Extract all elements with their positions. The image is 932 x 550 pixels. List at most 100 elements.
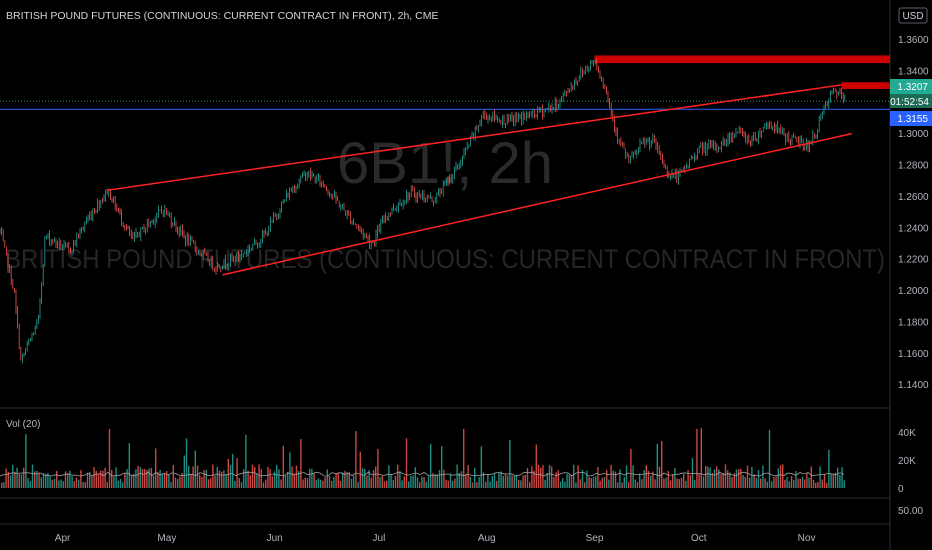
volume-bar (14, 471, 16, 488)
volume-bar (251, 464, 254, 488)
volume-bar (625, 465, 628, 488)
volume-bar (64, 471, 67, 488)
volume-bar (650, 475, 652, 488)
volume-bar (416, 477, 419, 488)
volume-bar (700, 427, 702, 488)
volume-bar (172, 464, 174, 488)
volume-bar (183, 455, 185, 488)
volume-bar (419, 482, 421, 488)
volume-bar (595, 476, 597, 488)
volume-bar (507, 475, 509, 488)
volume-bar (696, 429, 698, 488)
volume-bar (705, 466, 707, 488)
volume-bar (401, 480, 403, 488)
volume-bar (634, 479, 636, 488)
volume-bar (280, 479, 282, 488)
volume-bar (592, 477, 595, 488)
volume-bar (639, 473, 641, 488)
volume-bar (474, 467, 476, 488)
volume-indicator-label[interactable]: Vol (20) (6, 419, 40, 430)
volume-bar (590, 478, 592, 488)
volume-bar (724, 464, 727, 488)
volume-bar (694, 480, 696, 488)
volume-bar (86, 472, 89, 488)
volume-bar (229, 464, 232, 488)
price-tick: 1.3000 (898, 129, 929, 140)
volume-bar (537, 464, 540, 488)
candles-layer (0, 58, 846, 364)
volume-bar (628, 482, 630, 488)
volume-bar (542, 465, 544, 488)
volume-bar (273, 471, 276, 488)
volume-bar (122, 482, 124, 488)
resistance-zone (594, 55, 890, 64)
volume-bar (522, 475, 524, 488)
price-tick: 1.3400 (898, 66, 929, 77)
volume-bar (482, 472, 485, 488)
volume-bar (454, 478, 456, 488)
volume-bar (652, 471, 654, 488)
volume-bar (236, 458, 238, 488)
currency-button[interactable]: USD (898, 7, 928, 24)
volume-bar (801, 476, 804, 488)
volume-bar (702, 476, 705, 488)
chart-title: BRITISH POUND FUTURES (CONTINUOUS: CURRE… (6, 10, 438, 22)
volume-bar (71, 476, 73, 488)
price-tick: 1.2800 (898, 160, 929, 171)
volume-bar (181, 473, 183, 488)
volume-bar (658, 466, 661, 488)
volume-bar (23, 467, 25, 488)
volume-bar (608, 479, 610, 488)
volume-bar (194, 450, 196, 488)
volume-bar (342, 472, 344, 488)
volume-bar (757, 470, 760, 488)
volume-bar (78, 479, 80, 488)
time-axis[interactable]: Apr May Jun Jul Aug Sep Oct Nov (55, 533, 816, 544)
volume-bar (555, 472, 557, 488)
volume-bar (16, 467, 18, 488)
volume-bar (641, 479, 643, 488)
volume-bar (588, 477, 590, 488)
volume-bar (562, 478, 564, 488)
volume-bar (815, 482, 817, 488)
volume-bar (738, 469, 740, 488)
volume-bar (427, 475, 430, 488)
volume-bar (247, 470, 249, 488)
volume-bar (205, 469, 207, 488)
trendlines (107, 84, 852, 276)
volume-tick-20k: 20K (898, 456, 916, 467)
currency-label: USD (902, 11, 923, 22)
volume-bar (304, 477, 306, 488)
time-tick: Apr (55, 533, 71, 544)
volume-bar (476, 482, 478, 488)
volume-bar (603, 477, 606, 488)
last-price-value: 1.3207 (897, 82, 928, 93)
volume-bar (196, 465, 199, 488)
volume-bar (324, 477, 326, 488)
volume-bar (540, 467, 542, 488)
volume-bar (643, 469, 645, 488)
volume-bar (597, 467, 599, 488)
volume-bar (322, 480, 324, 488)
volume-bar (47, 473, 49, 488)
volume-bar (463, 428, 465, 488)
volume-bar (335, 473, 337, 488)
volume-bar (465, 473, 467, 488)
volume-bar (93, 467, 95, 488)
volume-bar (25, 433, 27, 488)
volume-bar (500, 471, 502, 488)
volume-bar (559, 481, 562, 488)
grid (0, 0, 891, 550)
volume-bar (361, 468, 364, 488)
volume-bar (502, 475, 504, 488)
volume-bar (115, 467, 117, 488)
volume-bar (262, 482, 265, 488)
volume-bar (7, 471, 9, 488)
volume-bar (821, 479, 823, 488)
volume-bar (678, 479, 680, 488)
last-price-tag: 1.3207 (890, 79, 932, 94)
volume-bar (309, 468, 311, 488)
volume-bar (768, 429, 771, 488)
volume-bar (520, 480, 522, 488)
